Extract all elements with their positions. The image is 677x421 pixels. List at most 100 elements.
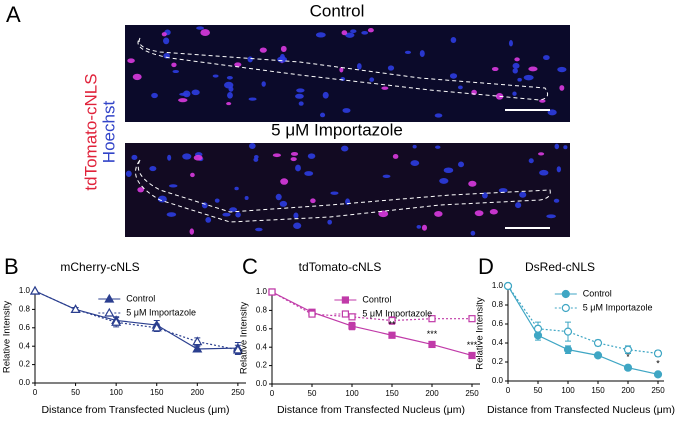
y-axis-label: Relative Intensity [239,302,250,375]
nucleus [350,29,357,34]
marker [563,345,573,354]
nucleus [412,144,417,149]
y-axis-label: Relative Intensity [2,301,13,374]
nucleus [342,108,351,113]
nucleus [167,154,172,161]
nucleus [234,186,239,191]
x-tick-label: 250 [465,389,479,398]
y-tick-label: 0.8 [19,305,31,314]
nucleus [327,219,332,225]
marker [341,310,349,318]
nucleus [295,164,301,172]
nucleus [474,210,484,217]
nucleus [361,30,369,35]
nucleus [235,212,241,218]
nucleus [378,210,389,218]
nucleus [315,32,326,38]
nucleus [468,180,477,187]
nucleus [290,157,297,162]
nucleus [255,227,263,232]
marker [388,316,396,325]
series-line [271,291,472,322]
y-tick-label: 0.8 [492,300,504,309]
nucleus [439,177,449,184]
nucleus [381,86,389,90]
marker [111,317,122,326]
x-tick-label: 100 [561,386,575,395]
nucleus [189,228,195,235]
nucleus [369,77,375,82]
panel-label: C [242,254,258,279]
panel-label: A [6,2,21,27]
nucleus [261,81,266,87]
marker [151,322,162,332]
nucleus [546,214,556,219]
marker [623,363,633,372]
nucleus [131,154,138,160]
marker [232,344,243,354]
marker [623,345,633,354]
panel-label: B [4,254,19,279]
nucleus [293,212,299,219]
y-tick-label: 0.0 [256,379,268,388]
nucleus [457,161,465,168]
cell-outline [135,159,551,223]
stain-label: tdTomato-cNLS [81,73,100,190]
series-line [34,290,239,351]
nucleus [259,47,267,53]
x-tick-label: 200 [425,389,439,398]
y-tick-label: 1.0 [256,287,268,296]
nucleus [508,40,513,47]
legend-label: Control [126,293,155,303]
nucleus [132,73,142,81]
significance: * [626,352,630,362]
nucleus [382,174,391,179]
nucleus [559,85,565,91]
y-tick-label: 0.6 [256,324,268,333]
y-tick-label: 0.4 [256,342,268,351]
significance: *** [427,329,438,339]
nucleus [125,170,132,177]
marker [503,281,513,291]
nucleus [248,97,257,101]
y-tick-label: 0.0 [19,378,31,387]
marker [348,322,356,330]
nucleus [519,191,527,198]
significance: ** [388,320,396,330]
nucleus [517,77,522,82]
nucleus [435,145,441,149]
nucleus [277,56,288,63]
nucleus [523,74,534,81]
significance: *** [467,340,478,350]
micrograph [125,25,570,122]
nucleus [296,88,305,93]
marker [561,289,570,299]
marker [388,331,396,339]
nucleus [182,153,192,160]
nucleus [482,192,488,199]
nucleus [280,45,287,53]
legend-label: Control [583,288,612,298]
nucleus [168,184,178,188]
image-title: 5 μM Importazole [271,120,403,139]
marker [653,349,663,358]
nucleus [392,154,399,159]
x-tick-label: 250 [231,388,245,397]
nucleus [307,153,316,159]
nucleus [512,68,518,74]
marker [308,310,316,318]
nuclei [125,26,568,236]
nucleus [387,65,395,71]
nucleus [196,26,204,30]
y-tick-label: 0.0 [492,376,504,385]
y-tick-label: 0.6 [19,323,31,332]
nucleus [367,27,374,33]
nucleus [341,30,348,36]
marker [593,351,603,360]
nucleus [457,85,463,90]
x-tick-label: 50 [71,388,80,397]
y-axis-label: Relative Intensity [475,297,486,370]
nucleus [345,32,355,38]
nucleus [304,171,314,176]
